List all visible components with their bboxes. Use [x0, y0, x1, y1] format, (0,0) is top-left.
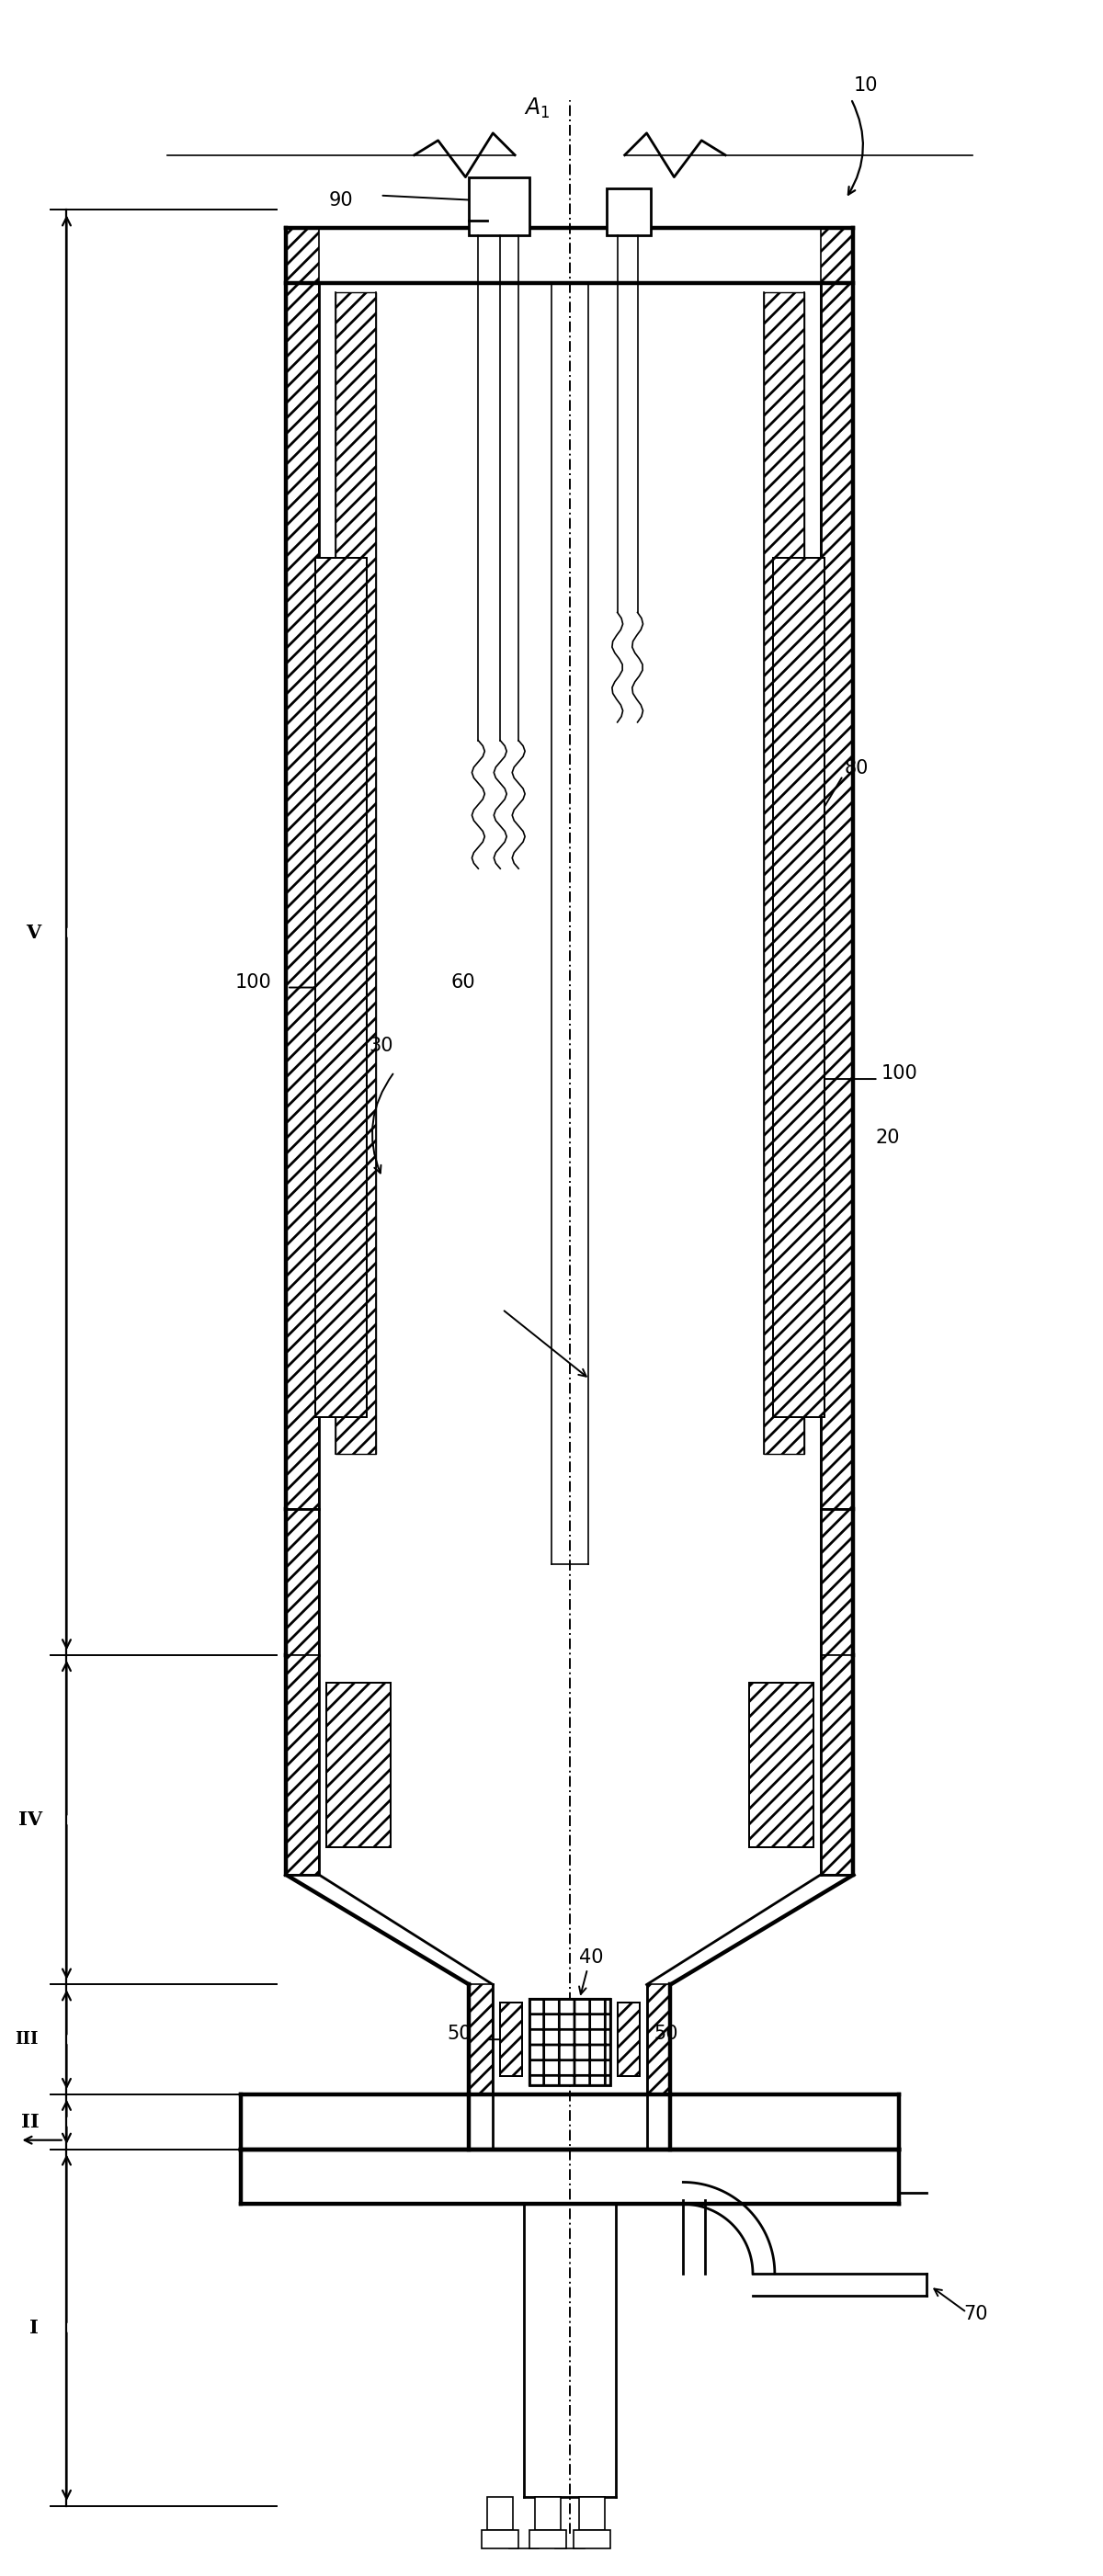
Text: 50: 50 — [654, 2025, 678, 2043]
Text: 30: 30 — [368, 1036, 393, 1056]
Polygon shape — [574, 2530, 610, 2548]
Polygon shape — [286, 283, 319, 1510]
Polygon shape — [482, 2530, 518, 2548]
Text: 100: 100 — [235, 974, 271, 992]
Polygon shape — [607, 188, 651, 234]
Polygon shape — [579, 2496, 604, 2530]
Polygon shape — [821, 1510, 854, 1656]
Text: 40: 40 — [579, 1947, 603, 1965]
Text: 50: 50 — [447, 2025, 472, 2043]
Text: 10: 10 — [854, 77, 878, 95]
Polygon shape — [763, 291, 804, 1453]
Polygon shape — [821, 283, 854, 1510]
Polygon shape — [529, 2530, 566, 2548]
Text: V: V — [26, 922, 41, 943]
Text: $A_1$: $A_1$ — [524, 95, 550, 121]
Polygon shape — [286, 1656, 319, 1875]
Text: II: II — [21, 2112, 39, 2130]
Polygon shape — [821, 229, 854, 283]
Text: 80: 80 — [844, 760, 868, 778]
Polygon shape — [335, 291, 376, 1453]
Text: 90: 90 — [329, 191, 353, 211]
Polygon shape — [646, 1984, 671, 2094]
Polygon shape — [535, 2496, 560, 2530]
Polygon shape — [749, 1682, 813, 1847]
Polygon shape — [773, 556, 824, 1417]
Polygon shape — [469, 1984, 493, 2094]
Polygon shape — [529, 1999, 610, 2084]
Polygon shape — [315, 556, 366, 1417]
Polygon shape — [488, 2496, 513, 2530]
Text: III: III — [14, 2032, 39, 2048]
Polygon shape — [501, 2004, 522, 2076]
Text: I: I — [29, 2318, 39, 2336]
Polygon shape — [821, 1656, 854, 1875]
Polygon shape — [286, 1510, 319, 1656]
Text: IV: IV — [18, 1811, 42, 1829]
Polygon shape — [286, 229, 319, 283]
Text: 100: 100 — [881, 1064, 918, 1082]
Text: 70: 70 — [963, 2306, 987, 2324]
Polygon shape — [469, 178, 529, 234]
Text: 20: 20 — [876, 1128, 900, 1146]
Text: 60: 60 — [451, 974, 475, 992]
Polygon shape — [618, 2004, 640, 2076]
Polygon shape — [326, 1682, 390, 1847]
